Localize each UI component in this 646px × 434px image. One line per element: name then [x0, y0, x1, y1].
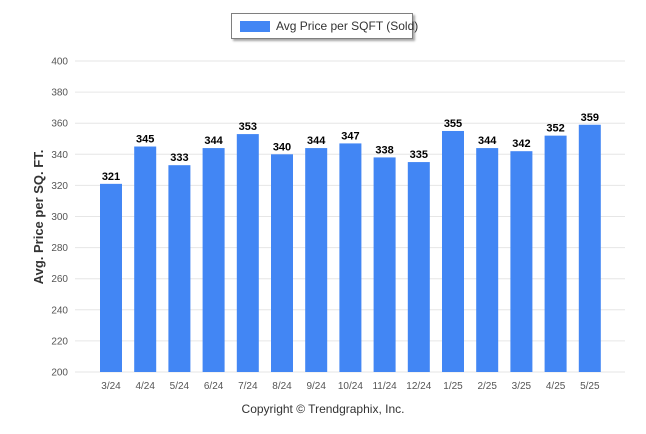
y-tick-label: 400: [51, 57, 68, 68]
data-label: 344: [204, 135, 223, 147]
bar[interactable]: [442, 130, 464, 372]
y-tick-label: 380: [51, 88, 68, 99]
bar[interactable]: [305, 148, 328, 372]
x-tick-label: 11/24: [372, 381, 397, 392]
data-label: 338: [375, 144, 393, 156]
y-tick-label: 340: [51, 150, 68, 161]
x-tick-label: 5/25: [580, 381, 600, 392]
x-tick-label: 3/25: [512, 381, 532, 392]
data-label: 333: [170, 152, 188, 164]
y-tick-label: 240: [51, 305, 68, 316]
bar[interactable]: [544, 135, 567, 372]
bar[interactable]: [578, 124, 601, 372]
legend[interactable]: Avg Price per SQFT (Sold): [231, 13, 418, 39]
x-tick-label: 3/24: [101, 381, 121, 392]
x-tick-label: 1/25: [443, 381, 463, 392]
bar[interactable]: [373, 157, 396, 372]
data-labels: 321 345 333 344 353 340 344 347 338 335 355 344 342 3…: [102, 112, 599, 183]
data-label: 335: [410, 149, 428, 161]
data-label: 347: [341, 130, 359, 142]
x-axis-ticks: 3/24 4/24 5/24 6/24 7/24 8/24 9/24 10/24 11/24 12…: [101, 381, 600, 392]
y-tick-label: 280: [51, 243, 68, 254]
legend-swatch: [240, 21, 270, 32]
legend-label: Avg Price per SQFT (Sold): [276, 19, 419, 33]
bar[interactable]: [134, 146, 157, 372]
data-label: 355: [444, 118, 462, 130]
data-label: 359: [581, 112, 599, 124]
bar[interactable]: [271, 154, 293, 372]
data-label: 345: [136, 134, 154, 146]
bar[interactable]: [236, 134, 259, 372]
x-tick-label: 4/25: [546, 381, 566, 392]
copyright-text: Copyright © Trendgraphix, Inc.: [241, 402, 405, 416]
data-label: 344: [478, 135, 497, 147]
y-tick-label: 200: [51, 368, 68, 379]
bar[interactable]: [339, 143, 362, 372]
y-tick-label: 360: [51, 119, 68, 130]
x-tick-label: 4/24: [135, 381, 155, 392]
x-tick-label: 12/24: [406, 381, 431, 392]
x-tick-label: 9/24: [306, 381, 326, 392]
bar[interactable]: [202, 148, 225, 372]
y-tick-label: 220: [51, 336, 68, 347]
y-tick-label: 300: [51, 212, 68, 223]
bar[interactable]: [407, 162, 430, 372]
data-label: 353: [239, 121, 257, 133]
y-axis-label: Avg. Price per SQ. FT.: [31, 150, 46, 285]
data-label: 344: [307, 135, 326, 147]
x-tick-label: 5/24: [170, 381, 190, 392]
y-tick-label: 320: [51, 181, 68, 192]
data-label: 340: [273, 141, 291, 153]
bar[interactable]: [100, 183, 122, 372]
y-tick-label: 260: [51, 274, 68, 285]
x-tick-label: 10/24: [338, 381, 363, 392]
data-label: 321: [102, 171, 120, 183]
x-tick-label: 6/24: [204, 381, 224, 392]
x-tick-label: 8/24: [272, 381, 292, 392]
bar[interactable]: [510, 151, 533, 372]
x-tick-label: 2/25: [477, 381, 497, 392]
bar[interactable]: [476, 148, 499, 372]
bar[interactable]: [168, 165, 191, 372]
bars: [100, 124, 601, 372]
x-tick-label: 7/24: [238, 381, 258, 392]
data-label: 352: [546, 123, 564, 135]
y-axis-ticks: 200 220 240 260 280 300 320 340 360 380 400: [51, 57, 68, 379]
data-label: 342: [512, 138, 530, 150]
